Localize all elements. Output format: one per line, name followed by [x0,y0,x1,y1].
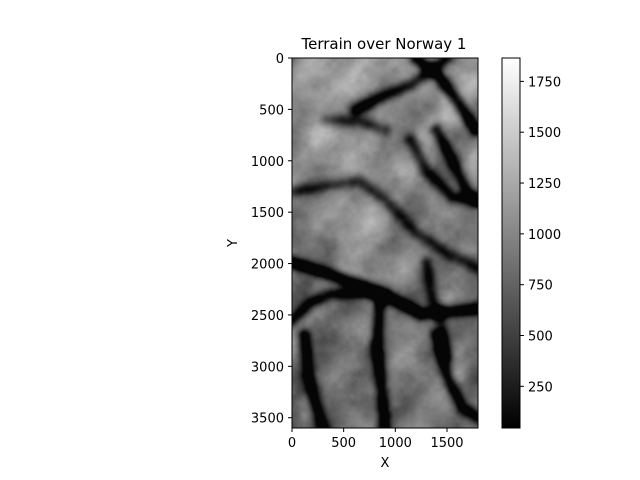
y-tick-label: 2500 [251,309,284,324]
colorbar-tick-label: 500 [528,330,553,345]
y-tick-label: 3500 [251,412,284,427]
colorbar: 250 500 750 1000 1250 1500 1750 [501,57,561,429]
terrain-image [292,58,478,428]
y-tick-label: 500 [259,103,284,118]
colorbar-ticks: 250 500 750 1000 1250 1500 1750 [520,75,561,395]
colorbar-tick-label: 1500 [528,126,561,141]
x-axis-label: X [381,456,390,471]
colorbar-tick-label: 250 [528,380,553,395]
y-axis-label: Y [226,239,241,248]
colorbar-tick-label: 1250 [528,177,561,192]
x-tick-label: 500 [331,436,356,451]
plot-frame [291,57,479,429]
y-tick-label: 1500 [251,206,284,221]
terrain-heatmap [291,57,479,429]
x-tick-label: 0 [288,436,296,451]
y-tick-label: 0 [276,52,284,67]
colorbar-gradient [501,57,521,429]
colorbar-tick-label: 1750 [528,75,561,90]
y-axis-ticks: 0 500 1000 1500 2000 2500 3000 3500 [251,52,292,427]
y-tick-label: 1000 [251,155,284,170]
x-tick-label: 1500 [430,436,463,451]
x-axis-ticks: 0 500 1000 1500 [288,428,464,451]
y-tick-label: 2000 [251,258,284,273]
y-tick-label: 3000 [251,360,284,375]
colorbar-tick-label: 750 [528,279,553,294]
x-tick-label: 1000 [379,436,412,451]
chart-title: Terrain over Norway 1 [301,35,467,53]
colorbar-tick-label: 1000 [528,228,561,243]
